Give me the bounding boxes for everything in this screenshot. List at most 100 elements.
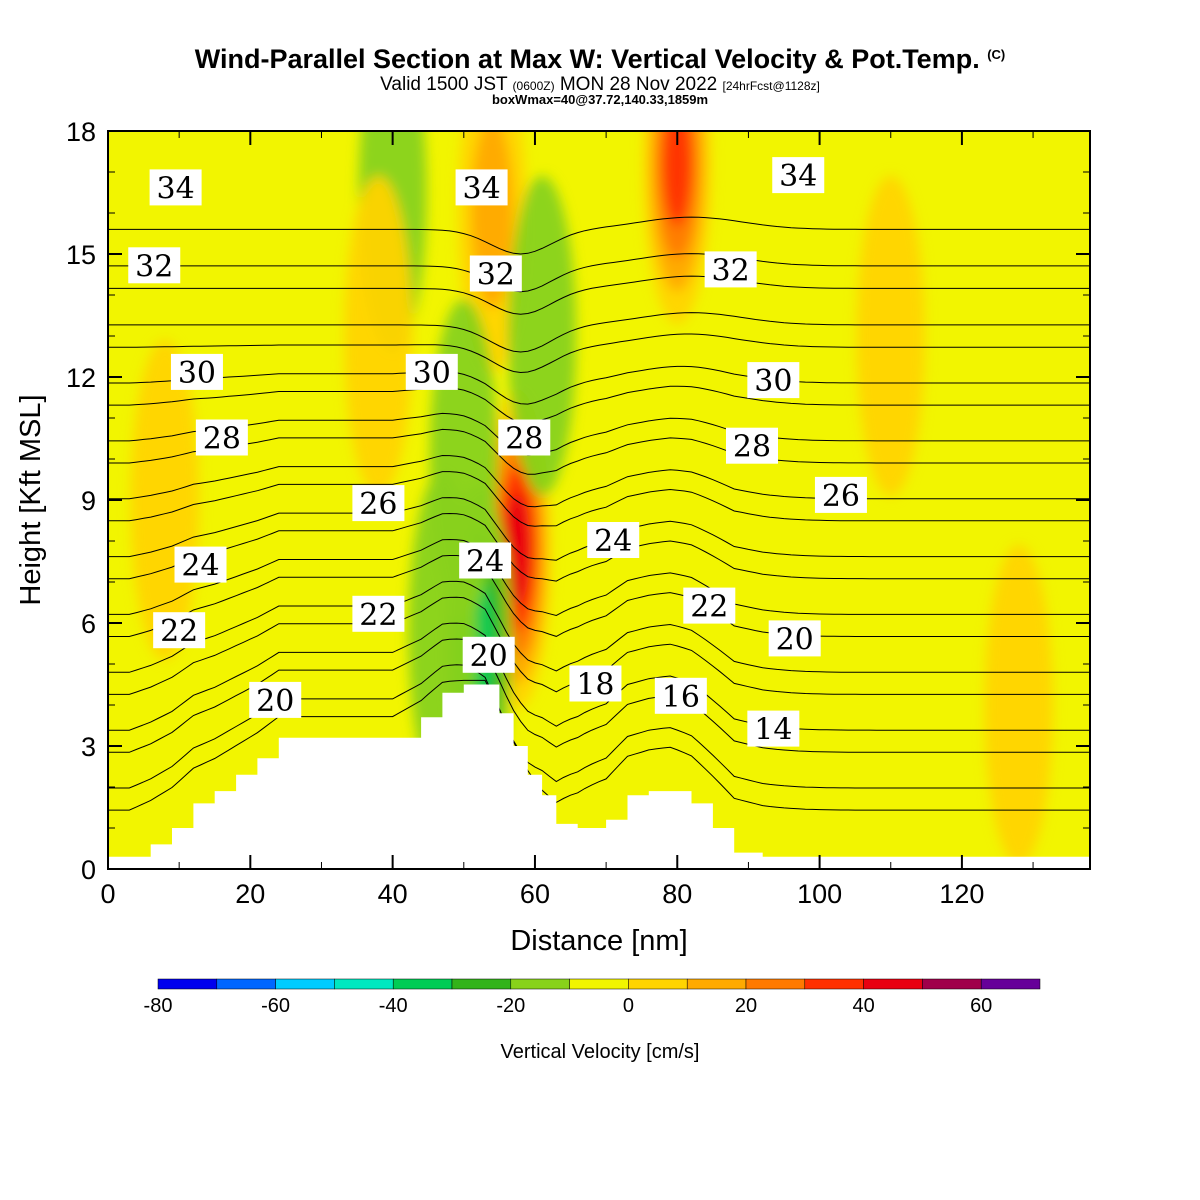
isentrope-label-text: 34 bbox=[157, 171, 195, 206]
chart-title: Wind-Parallel Section at Max W: Vertical… bbox=[0, 44, 1200, 75]
colorbar-tick-label: 40 bbox=[852, 995, 874, 1017]
colorbar-swatch bbox=[510, 978, 570, 990]
valid-date: MON 28 Nov 2022 bbox=[559, 74, 718, 95]
terrain-mask bbox=[108, 684, 1090, 869]
isentrope-label-text: 34 bbox=[462, 171, 500, 206]
isentrope-label: 34 bbox=[772, 157, 825, 194]
isentrope-label-text: 30 bbox=[178, 356, 216, 391]
velocity-cell-11 bbox=[984, 545, 1053, 865]
isentrope-label-text: 18 bbox=[576, 668, 614, 703]
isentrope-minor bbox=[108, 412, 1090, 456]
isentrope-label: 34 bbox=[455, 169, 508, 206]
x-tick-label: 120 bbox=[939, 879, 984, 909]
valid-utc: (0600Z) bbox=[512, 79, 555, 93]
isentrope-label-text: 22 bbox=[359, 598, 397, 633]
colorbar-tick-label: 60 bbox=[970, 995, 992, 1017]
isentrope-label-text: 20 bbox=[776, 622, 814, 657]
isentrope-label-text: 32 bbox=[477, 258, 515, 293]
isentrope-label-text: 34 bbox=[779, 159, 817, 194]
isentrope-label-text: 32 bbox=[135, 249, 173, 284]
y-tick-label: 18 bbox=[66, 117, 96, 147]
vertical-velocity-field bbox=[108, 131, 1090, 869]
isentrope-24 bbox=[108, 471, 1090, 527]
x-tick-label: 80 bbox=[662, 879, 692, 909]
colorbar-tick-label: 0 bbox=[623, 995, 634, 1017]
y-tick-label: 3 bbox=[81, 732, 96, 762]
isentrope-26 bbox=[108, 428, 1090, 475]
isentrope-label: 30 bbox=[170, 353, 223, 391]
isentrope-label: 32 bbox=[469, 255, 522, 293]
colorbar-swatch bbox=[275, 978, 335, 990]
colorbar-tick-label: -80 bbox=[144, 995, 173, 1017]
colorbar-tick-label: -40 bbox=[379, 995, 408, 1017]
isentrope-label: 30 bbox=[747, 362, 800, 399]
isentrope-16 bbox=[108, 638, 1090, 753]
x-tick-label: 20 bbox=[235, 879, 265, 909]
x-tick-label: 60 bbox=[520, 879, 550, 909]
isentrope-28 bbox=[108, 385, 1090, 424]
valid-time-subtitle: Valid 1500 JST (0600Z) MON 28 Nov 2022 [… bbox=[0, 74, 1200, 96]
isentrope-label: 28 bbox=[725, 427, 778, 465]
colorbar-swatch bbox=[628, 978, 688, 990]
isentrope-32 bbox=[108, 275, 1090, 315]
terrain-profile bbox=[108, 684, 1090, 869]
colorbar-swatch bbox=[569, 978, 629, 990]
isentrope-label-text: 24 bbox=[466, 545, 504, 580]
isentrope-label-text: 24 bbox=[594, 524, 632, 559]
isentrope-14 bbox=[108, 679, 1090, 811]
x-tick-label: 100 bbox=[797, 879, 842, 909]
isentrope-minor bbox=[108, 365, 1090, 405]
isentrope-minor bbox=[108, 454, 1090, 508]
isentrope-label: 32 bbox=[704, 251, 757, 288]
colorbar-tick-label: 20 bbox=[735, 995, 757, 1017]
field-background bbox=[108, 131, 1090, 869]
y-tick-label: 0 bbox=[81, 855, 96, 885]
isentrope-label-text: 22 bbox=[160, 614, 198, 649]
x-tick-label: 0 bbox=[100, 879, 115, 909]
isentrope-label-text: 32 bbox=[712, 253, 750, 288]
isentrope-minor bbox=[108, 538, 1090, 617]
isentrope-label: 24 bbox=[587, 522, 640, 559]
colorbar-swatch bbox=[686, 978, 747, 990]
isentrope-label: 20 bbox=[249, 681, 302, 719]
isentrope-label-text: 28 bbox=[733, 430, 771, 465]
valid-prefix: Valid 1500 JST bbox=[380, 74, 508, 95]
colorbar-swatch bbox=[980, 978, 1041, 990]
isentrope-label-text: 26 bbox=[359, 487, 397, 522]
velocity-cell-9 bbox=[856, 176, 925, 496]
y-tick-label: 6 bbox=[81, 609, 96, 639]
colorbar-swatch bbox=[451, 978, 512, 990]
colorbar-swatch bbox=[334, 978, 394, 990]
isentrope-34 bbox=[108, 216, 1090, 255]
isentrope-label-text: 28 bbox=[203, 422, 241, 457]
isentrope-label-text: 20 bbox=[470, 639, 508, 674]
colorbar-tick-label: -60 bbox=[261, 995, 290, 1017]
y-tick-label: 15 bbox=[66, 240, 96, 270]
y-axis-label: Height [Kft MSL] bbox=[15, 394, 47, 605]
colorbar: -80 -60 -40 -20 0 20 40 60 bbox=[144, 978, 1041, 1017]
isentrope-labels: 34 34 34 32 32 32 30 30 30 28 28 28 26 26 24 24 24 22 22 22… bbox=[128, 157, 867, 748]
colorbar-swatch bbox=[216, 978, 276, 990]
isentrope-label: 22 bbox=[683, 587, 736, 625]
isentrope-label: 18 bbox=[569, 665, 622, 703]
velocity-cell-8 bbox=[344, 176, 413, 496]
isentrope-minor bbox=[108, 312, 1090, 353]
isentrope-minor bbox=[108, 253, 1090, 293]
isentrope-30 bbox=[108, 333, 1090, 374]
colorbar-label: Vertical Velocity [cm/s] bbox=[501, 1041, 700, 1063]
isentrope-label-text: 28 bbox=[505, 422, 543, 457]
colorbar-swatch bbox=[863, 978, 923, 990]
isentrope-minor bbox=[108, 580, 1090, 673]
isentrope-label: 24 bbox=[174, 546, 227, 584]
isentrope-label: 16 bbox=[654, 677, 707, 715]
isentrope-label: 24 bbox=[459, 542, 512, 580]
isentrope-label-text: 14 bbox=[754, 713, 792, 748]
colorbar-swatch bbox=[392, 978, 453, 990]
title-text: Wind-Parallel Section at Max W: Vertical… bbox=[194, 44, 980, 74]
x-axis-label: Distance [nm] bbox=[510, 925, 687, 957]
colorbar-swatch bbox=[804, 978, 864, 990]
copyright-mark: (C) bbox=[987, 47, 1006, 62]
isentrope-label-text: 20 bbox=[256, 684, 294, 719]
colorbar-swatch bbox=[922, 978, 982, 990]
